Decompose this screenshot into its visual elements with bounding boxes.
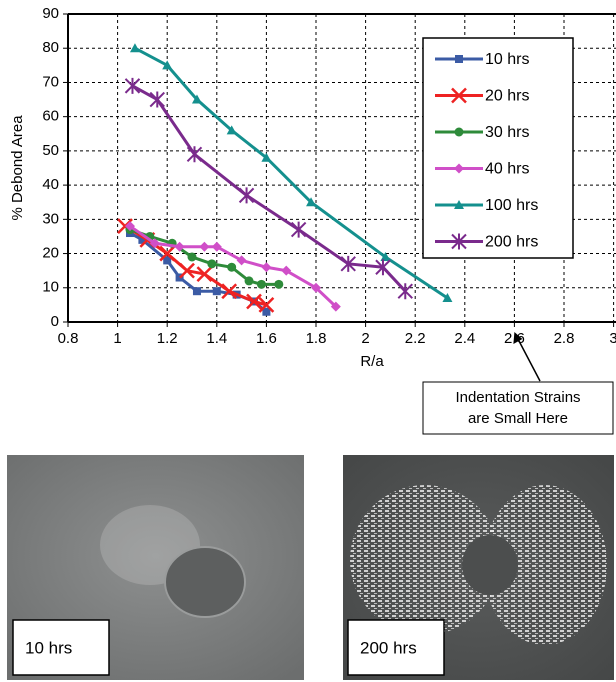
y-tick-label: 20 [42,245,59,262]
photo-label-box [12,619,110,676]
x-tick-label: 1.8 [306,330,327,347]
x-axis-label: R/a [360,353,384,370]
x-tick-label: 1.2 [157,330,178,347]
marker [455,55,463,63]
marker [191,94,202,104]
marker [163,256,172,265]
marker [454,163,464,174]
marker [262,307,271,316]
marker [149,238,160,249]
arrow-head [513,332,523,344]
photo-label: 200 hrs [360,638,417,657]
marker [442,293,453,303]
marker [340,255,356,272]
series-line [134,46,449,300]
marker [129,43,140,53]
marker [238,187,255,204]
y-tick-label: 10 [42,279,59,296]
y-tick-label: 30 [42,210,59,227]
legend-box [422,37,574,259]
marker [149,91,165,108]
annotation-text: are Small Here [468,410,568,427]
legend-label: 30 hrs [485,124,529,141]
photo-label: 10 hrs [25,638,72,657]
marker [174,241,185,252]
marker [274,279,284,289]
legend-label: 200 hrs [485,234,538,251]
x-tick-label: 2.2 [405,330,426,347]
marker [258,297,275,313]
marker [226,125,237,135]
marker [138,235,147,244]
annotation-text: Indentation Strains [455,389,580,406]
marker [281,265,292,276]
marker [261,152,272,162]
marker [454,127,464,137]
marker [306,197,317,207]
marker [179,262,195,279]
marker [451,87,467,104]
legend-label: 100 hrs [485,197,538,214]
annotation-arrow [515,335,541,382]
marker [207,259,217,269]
series-line [131,84,407,293]
y-tick-label: 50 [42,142,59,159]
marker [244,276,254,286]
y-tick-label: 70 [42,73,59,90]
marker [211,241,222,252]
x-tick-label: 1 [113,330,121,347]
marker [330,301,341,312]
marker [221,283,238,300]
annotation-box [422,381,614,435]
marker [227,262,237,272]
y-tick-label: 90 [42,5,59,22]
series-line [129,224,337,308]
legend-label: 10 hrs [485,51,529,68]
marker [124,77,141,94]
marker [246,293,262,310]
y-tick-label: 60 [42,108,59,125]
marker [125,221,135,232]
marker [187,252,197,262]
marker [159,245,176,262]
legend-label: 20 hrs [485,88,529,105]
marker [397,283,413,300]
x-tick-label: 2.8 [554,330,575,347]
marker [212,287,221,296]
y-tick-label: 80 [42,39,59,56]
marker [236,255,247,266]
marker [175,273,184,282]
marker [311,282,321,293]
x-tick-label: 1.4 [206,330,227,347]
marker [162,60,173,70]
y-tick-label: 0 [51,313,59,330]
marker [454,200,464,209]
marker [196,266,213,282]
x-tick-label: 0.8 [58,330,79,347]
y-axis-label: % Debond Area [9,115,26,221]
y-tick-label: 40 [42,176,59,193]
legend-label: 40 hrs [485,161,529,178]
photo-label-box [347,619,445,676]
marker [192,287,201,296]
x-tick-label: 2.4 [454,330,475,347]
marker [380,251,391,261]
marker [186,146,203,163]
x-tick-label: 2 [361,330,369,347]
marker [261,262,272,273]
marker [290,221,307,238]
marker [199,241,210,252]
x-tick-label: 3 [609,330,616,347]
x-tick-label: 1.6 [256,330,277,347]
marker [256,279,266,289]
marker [451,233,467,250]
marker [375,259,391,276]
